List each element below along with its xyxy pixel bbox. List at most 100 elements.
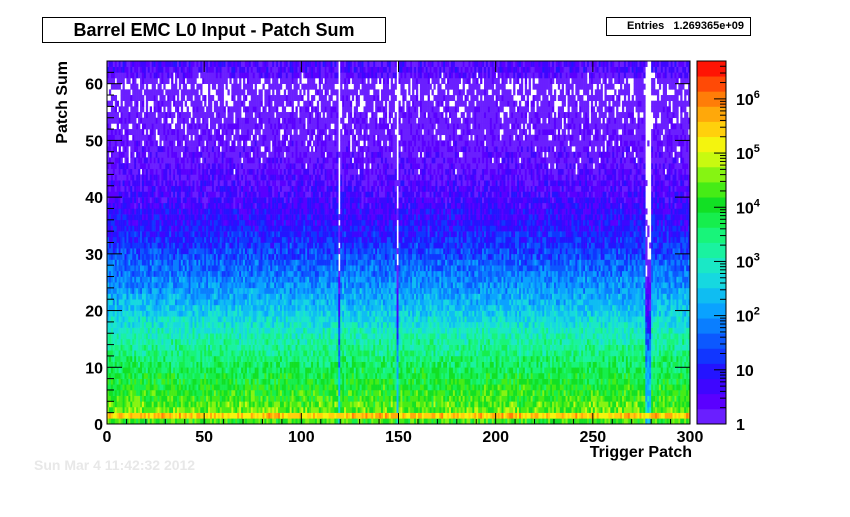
heatmap-cell (227, 367, 230, 374)
heatmap-cell (192, 321, 195, 328)
heatmap-cell (250, 395, 254, 402)
heatmap-cell (178, 185, 182, 192)
heatmap-cell (231, 333, 234, 340)
heatmap-cell (153, 253, 156, 260)
heatmap-cell (157, 197, 160, 204)
heatmap-cell (161, 78, 164, 84)
heatmap-cell (122, 310, 125, 317)
heatmap-cell (198, 270, 201, 277)
heatmap-cell (149, 406, 152, 413)
heatmap-cell (147, 208, 151, 215)
heatmap-cell (128, 287, 131, 294)
heatmap-cell (130, 389, 133, 396)
heatmap-cell (198, 287, 201, 294)
heatmap-cell (138, 231, 141, 238)
heatmap-cell (136, 242, 139, 249)
heatmap-cell (246, 355, 250, 362)
heatmap-cell (188, 418, 191, 425)
heatmap-cell (128, 174, 131, 181)
heatmap-cell (198, 367, 201, 374)
heatmap-cell (180, 100, 184, 107)
heatmap-cell (246, 163, 250, 170)
heatmap-cell (145, 282, 149, 289)
heatmap-cell (175, 214, 178, 221)
heatmap-cell (167, 214, 170, 221)
heatmap-cell (246, 146, 250, 153)
heatmap-cell (243, 265, 246, 272)
heatmap-cell (252, 259, 255, 266)
heatmap-cell (124, 208, 127, 215)
heatmap-cell (134, 140, 137, 147)
heatmap-cell (260, 344, 263, 351)
heatmap-cell (143, 372, 147, 379)
heatmap-cell (192, 72, 195, 79)
heatmap-cell (196, 106, 199, 113)
heatmap-cell (239, 389, 242, 396)
heatmap-cell (239, 89, 242, 96)
heatmap-cell (227, 299, 230, 306)
heatmap-cell (141, 168, 145, 175)
heatmap-cell (208, 72, 211, 79)
heatmap-cell (110, 270, 114, 277)
heatmap-cell (118, 265, 121, 272)
heatmap-cell (248, 384, 252, 391)
heatmap-cell (260, 174, 263, 181)
heatmap-cell (250, 304, 254, 311)
heatmap-cell (198, 180, 201, 187)
heatmap-cell (264, 168, 267, 175)
heatmap-cell (221, 168, 224, 175)
heatmap-cell (145, 276, 149, 283)
heatmap-cell (262, 418, 265, 425)
heatmap-cell (198, 157, 201, 164)
heatmap-cell (112, 112, 116, 119)
heatmap-cell (157, 180, 160, 187)
heatmap-cell (138, 140, 141, 147)
heatmap-cell (138, 406, 141, 413)
heatmap-cell (244, 304, 248, 311)
heatmap-cell (149, 208, 152, 215)
heatmap-cell (161, 355, 164, 362)
heatmap-cell (210, 321, 213, 328)
heatmap-cell (151, 344, 154, 351)
heatmap-cell (130, 350, 133, 357)
heatmap-cell (147, 367, 151, 374)
heatmap-cell (155, 310, 158, 317)
heatmap-cell (169, 72, 172, 79)
heatmap-cell (149, 270, 152, 277)
heatmap-cell (147, 66, 151, 73)
heatmap-cell (262, 282, 265, 289)
heatmap-cell (219, 208, 222, 215)
heatmap-cell (244, 361, 248, 368)
heatmap-cell (188, 157, 191, 164)
heatmap-cell (112, 282, 116, 289)
heatmap-cell (180, 395, 184, 402)
heatmap-cell (165, 185, 168, 192)
heatmap-cell (145, 185, 149, 192)
heatmap-cell (221, 355, 224, 362)
heatmap-cell (175, 355, 178, 362)
heatmap-cell (194, 214, 197, 221)
heatmap-cell (138, 259, 141, 266)
heatmap-cell (208, 163, 211, 170)
heatmap-cell (258, 338, 261, 345)
heatmap-cell (260, 117, 263, 124)
heatmap-cell (126, 384, 129, 391)
heatmap-cell (149, 61, 152, 67)
heatmap-cell (254, 378, 257, 385)
heatmap-cell (262, 180, 265, 187)
heatmap-cell (233, 395, 236, 402)
heatmap-cell (202, 378, 205, 385)
heatmap-cell (145, 236, 149, 243)
heatmap-cell (182, 129, 186, 136)
heatmap-cell (210, 106, 213, 113)
heatmap-cell (134, 123, 137, 130)
heatmap-cell (136, 95, 139, 101)
heatmap-cell (244, 225, 248, 232)
heatmap-cell (188, 236, 191, 243)
heatmap-cell (208, 95, 211, 101)
heatmap-cell (175, 129, 178, 136)
heatmap-cell (184, 236, 187, 243)
heatmap-cell (227, 355, 230, 362)
heatmap-cell (241, 395, 244, 402)
heatmap-cell (114, 378, 118, 385)
